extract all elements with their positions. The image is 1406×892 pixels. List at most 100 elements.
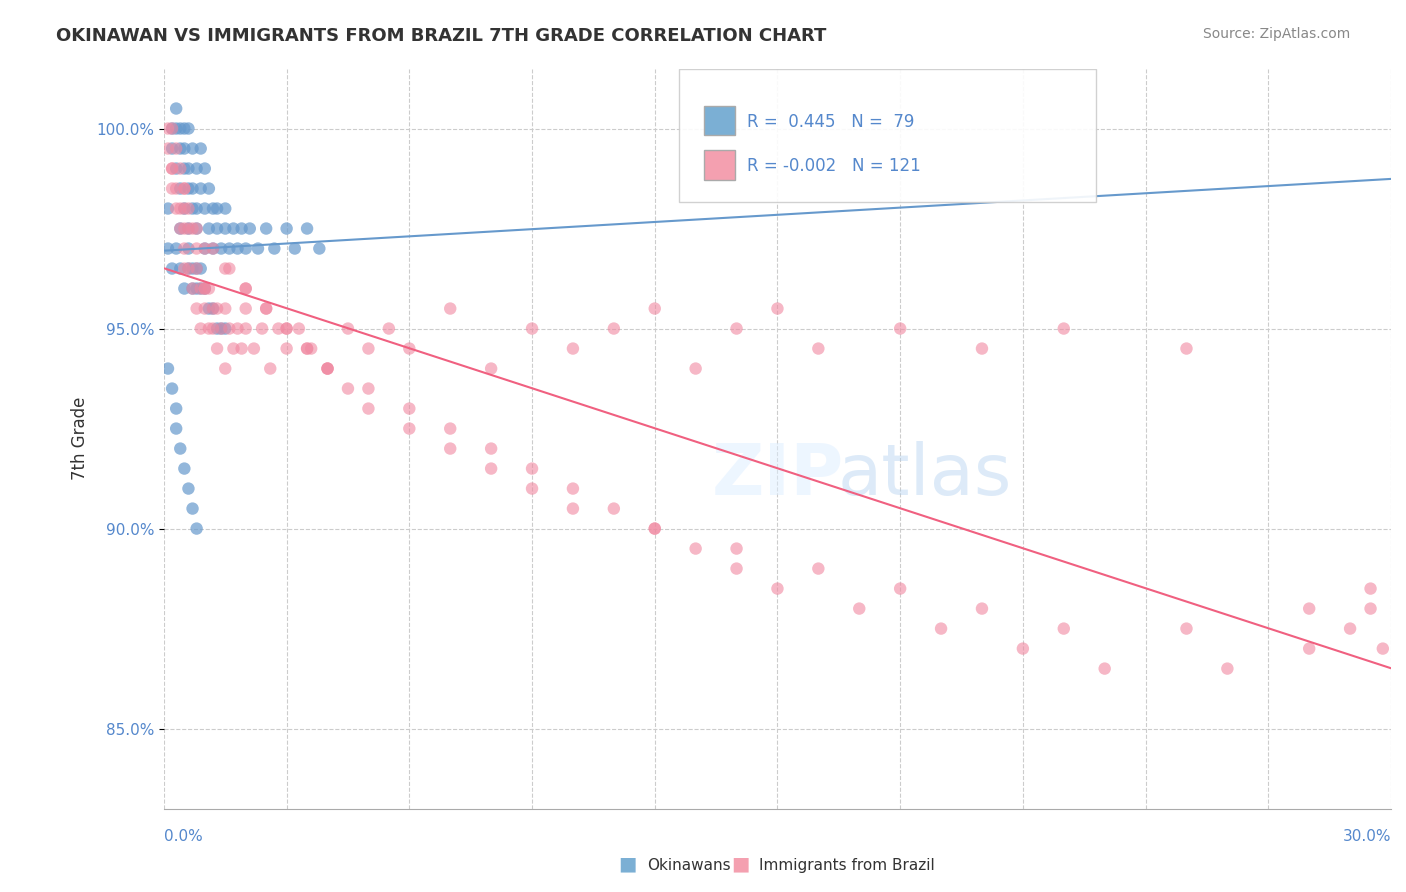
Point xyxy=(1372,641,1395,656)
Point xyxy=(194,242,217,256)
Point xyxy=(1216,662,1239,676)
Point xyxy=(181,261,204,276)
Point xyxy=(276,221,298,235)
Point xyxy=(479,361,502,376)
Point xyxy=(160,382,183,396)
Point xyxy=(1094,662,1116,676)
Point xyxy=(520,321,543,335)
Point xyxy=(520,482,543,496)
Point xyxy=(1298,641,1320,656)
Point xyxy=(173,181,195,195)
Point xyxy=(194,161,217,176)
Point xyxy=(156,121,179,136)
Point xyxy=(267,321,290,335)
Text: R = -0.002   N = 121: R = -0.002 N = 121 xyxy=(747,157,921,176)
Point xyxy=(214,301,236,316)
Point xyxy=(194,281,217,295)
Point xyxy=(177,202,200,216)
Point xyxy=(209,321,232,335)
Point xyxy=(725,541,748,556)
Point xyxy=(1360,582,1382,596)
Point xyxy=(222,342,245,356)
Point xyxy=(1175,622,1198,636)
Point xyxy=(235,242,257,256)
Point xyxy=(561,482,583,496)
Point xyxy=(243,342,266,356)
Point xyxy=(295,342,318,356)
Point xyxy=(160,142,183,156)
Point xyxy=(198,181,221,195)
Point xyxy=(479,442,502,456)
Point xyxy=(398,342,420,356)
Point xyxy=(186,221,208,235)
Point xyxy=(173,281,195,295)
Point xyxy=(177,261,200,276)
Point xyxy=(160,181,183,195)
Point xyxy=(357,382,380,396)
Point xyxy=(201,242,224,256)
Point xyxy=(177,242,200,256)
Point xyxy=(194,242,217,256)
Point xyxy=(177,482,200,496)
Point xyxy=(181,281,204,295)
Point xyxy=(276,342,298,356)
Point xyxy=(214,361,236,376)
FancyBboxPatch shape xyxy=(679,69,1097,202)
Point xyxy=(190,281,212,295)
Point xyxy=(1360,601,1382,615)
Point xyxy=(479,461,502,475)
Point xyxy=(165,242,187,256)
Point xyxy=(1053,321,1076,335)
Y-axis label: 7th Grade: 7th Grade xyxy=(72,397,89,480)
Point xyxy=(250,321,273,335)
Point xyxy=(160,261,183,276)
Point xyxy=(173,461,195,475)
Point xyxy=(439,442,461,456)
Point xyxy=(644,522,666,536)
Point xyxy=(807,342,830,356)
Point xyxy=(173,161,195,176)
Point xyxy=(169,142,191,156)
Point xyxy=(889,321,911,335)
Point xyxy=(201,242,224,256)
Point xyxy=(181,142,204,156)
Point xyxy=(214,221,236,235)
Point xyxy=(725,321,748,335)
Point xyxy=(181,181,204,195)
Point xyxy=(169,261,191,276)
Point xyxy=(336,382,359,396)
Point xyxy=(194,281,217,295)
Text: Source: ZipAtlas.com: Source: ZipAtlas.com xyxy=(1202,27,1350,41)
Point xyxy=(186,161,208,176)
Point xyxy=(970,342,993,356)
Point xyxy=(186,261,208,276)
Point xyxy=(173,221,195,235)
Point xyxy=(231,342,253,356)
Point xyxy=(177,261,200,276)
Point xyxy=(181,202,204,216)
Point xyxy=(725,561,748,575)
Text: Immigrants from Brazil: Immigrants from Brazil xyxy=(759,858,935,872)
Point xyxy=(169,442,191,456)
Point xyxy=(246,242,269,256)
Point xyxy=(165,181,187,195)
Point xyxy=(398,401,420,416)
Point xyxy=(156,361,179,376)
Point xyxy=(259,361,281,376)
Point xyxy=(165,202,187,216)
Point xyxy=(929,622,952,636)
Point xyxy=(169,221,191,235)
Point xyxy=(231,221,253,235)
Text: ■: ■ xyxy=(731,855,749,873)
Point xyxy=(439,301,461,316)
Point xyxy=(316,361,339,376)
Point xyxy=(218,242,240,256)
Point xyxy=(165,102,187,116)
Point xyxy=(173,121,195,136)
Point xyxy=(226,242,249,256)
Point xyxy=(235,281,257,295)
Text: OKINAWAN VS IMMIGRANTS FROM BRAZIL 7TH GRADE CORRELATION CHART: OKINAWAN VS IMMIGRANTS FROM BRAZIL 7TH G… xyxy=(56,27,827,45)
Text: atlas: atlas xyxy=(838,441,1012,510)
Point xyxy=(165,121,187,136)
Point xyxy=(186,202,208,216)
